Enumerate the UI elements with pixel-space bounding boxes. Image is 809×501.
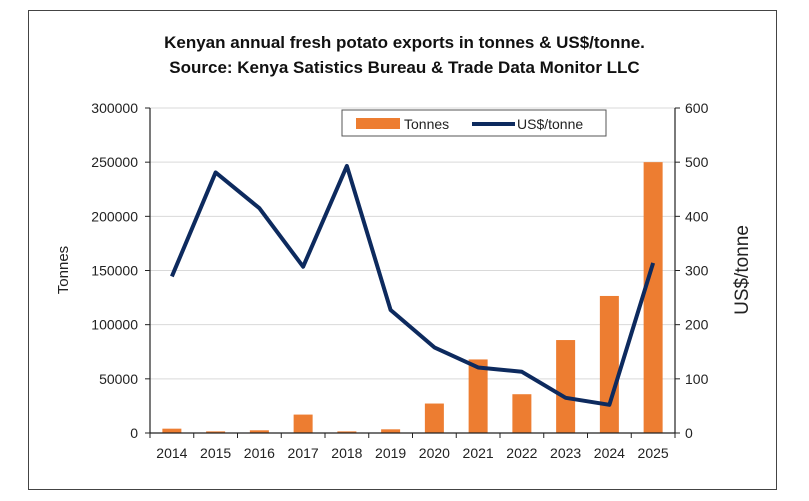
bar-2024 [599,295,619,433]
legend-label-usd: US$/tonne [517,116,583,132]
y2-axis-label: US$/tonne [732,225,753,315]
x-tick-label: 2017 [288,445,319,461]
bar-2021 [468,359,488,433]
legend: Tonnes US$/tonne [341,109,607,137]
bar-2022 [512,394,532,433]
bar-2017 [293,414,313,433]
y2-tick-label: 200 [685,317,709,333]
bar-2018 [337,431,357,433]
y2-tick-label: 300 [685,263,709,279]
bar-2025 [643,162,663,433]
y2-tick-label: 100 [685,371,709,387]
y-axis-label: Tonnes [55,246,72,294]
y2-tick-label: 600 [685,100,709,116]
x-tick-label: 2014 [156,445,187,461]
y-tick-label: 300000 [91,100,138,116]
y-tick-label: 100000 [91,317,138,333]
y2-tick-label: 0 [685,425,693,441]
bar-2019 [381,429,401,433]
x-tick-label: 2016 [244,445,275,461]
legend-swatch-tonnes [356,118,400,129]
chart-title-line-2: Source: Kenya Satistics Bureau & Trade D… [169,58,640,77]
x-tick-label: 2022 [506,445,537,461]
chart-frame [28,10,777,490]
legend-label-tonnes: Tonnes [404,116,449,132]
y-tick-label: 50000 [99,371,138,387]
x-tick-label: 2019 [375,445,406,461]
x-tick-label: 2015 [200,445,231,461]
y-tick-label: 200000 [91,208,138,224]
y2-tick-label: 400 [685,208,709,224]
bar-2016 [249,430,269,433]
x-tick-label: 2024 [594,445,625,461]
y-tick-label: 0 [130,425,138,441]
bar-2014 [162,428,182,433]
x-tick-label: 2023 [550,445,581,461]
bar-2020 [424,403,444,433]
x-tick-label: 2018 [331,445,362,461]
usd-per-tonne-line [170,163,656,407]
y-tick-label: 150000 [91,263,138,279]
bar-2015 [206,431,226,433]
chart-title-line-1: Kenyan annual fresh potato exports in to… [164,33,645,52]
y2-tick-label: 500 [685,154,709,170]
y-tick-label: 250000 [91,154,138,170]
bar-2023 [556,340,576,433]
x-tick-label: 2025 [638,445,669,461]
x-tick-label: 2020 [419,445,450,461]
x-tick-label: 2021 [463,445,494,461]
